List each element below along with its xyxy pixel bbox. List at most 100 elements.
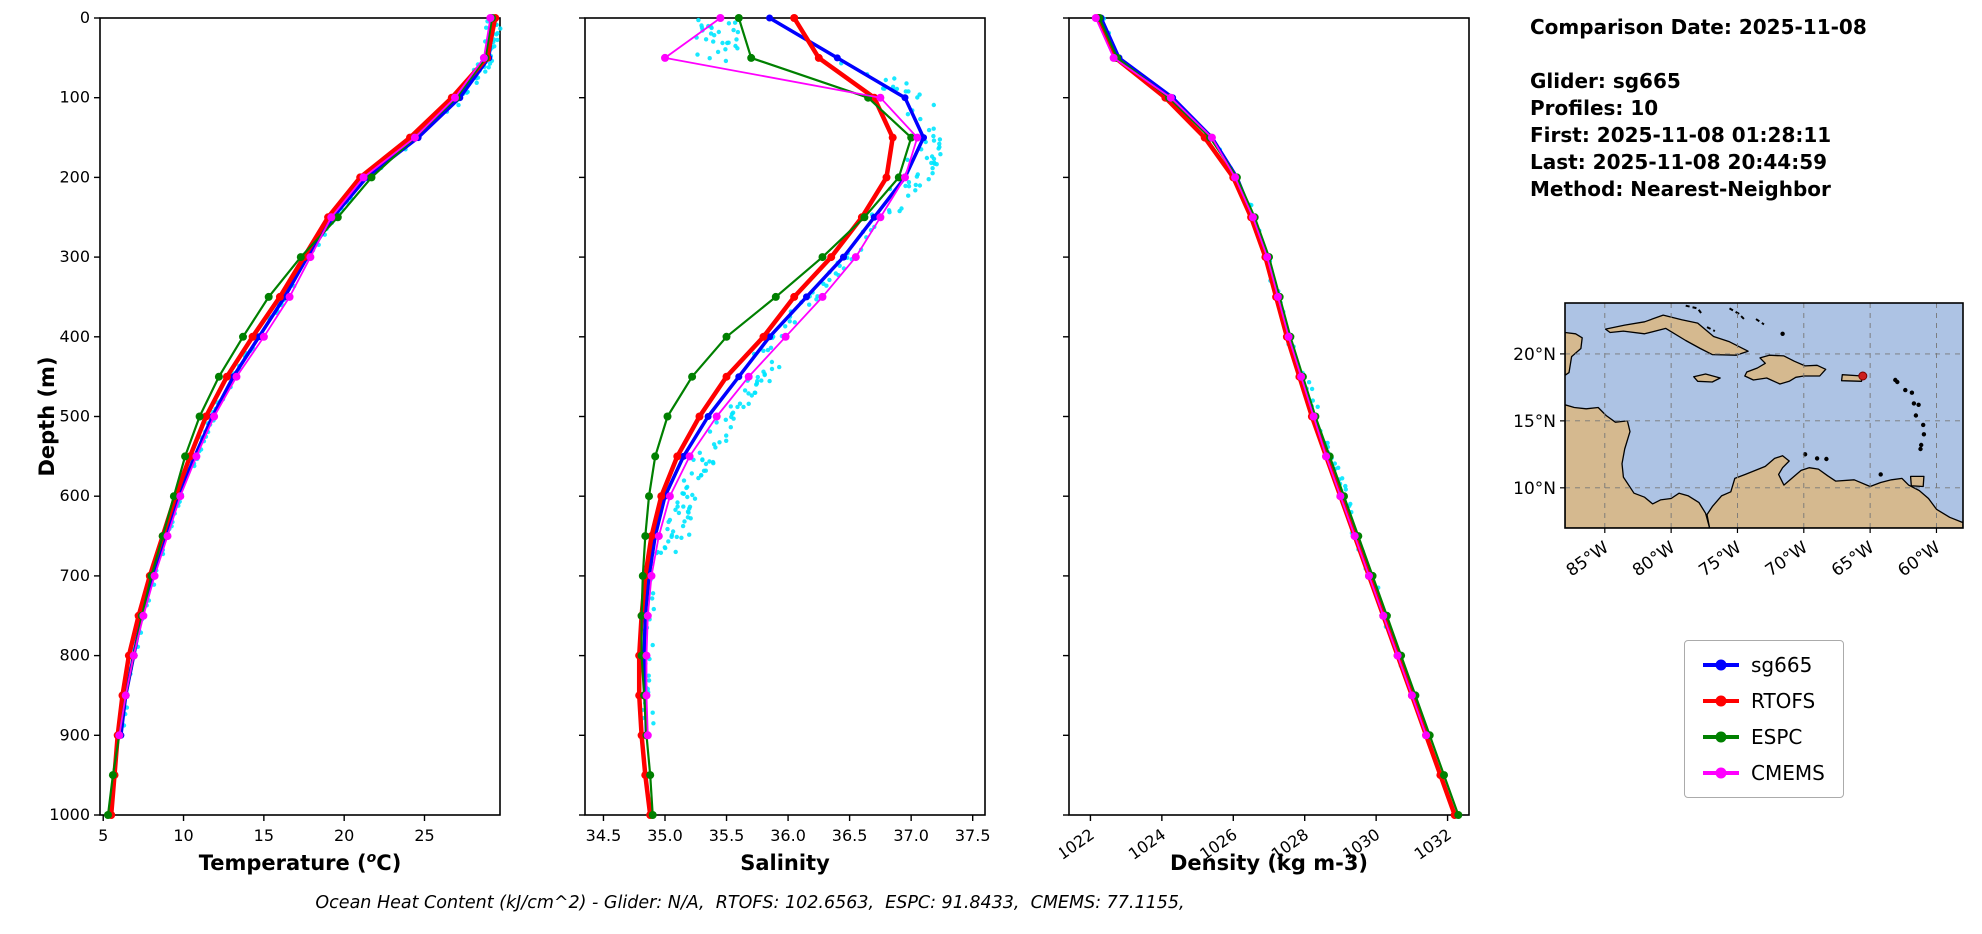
- island-dot: [1916, 402, 1921, 407]
- x-tick-label: 35.0: [647, 826, 683, 845]
- map-lat-label: 15°N: [1513, 412, 1556, 432]
- island-dot: [1911, 401, 1917, 406]
- temperature-profile-plot: 5 10 15 20 25 0 100 200 300 400 500 600 700 800 900 100…: [30, 0, 510, 934]
- island-chain: [1755, 318, 1765, 326]
- y-tick-label: 700: [59, 566, 90, 585]
- glider-position-marker: [1858, 371, 1868, 381]
- island-dot: [1895, 379, 1900, 385]
- y-tick-label: 0: [80, 8, 90, 27]
- comparison-date-text: Comparison Date: 2025-11-08: [1530, 15, 1867, 39]
- legend: sg665 RTOFS ESPC CMEMS: [1684, 640, 1844, 798]
- salinity-profile-plot: 34.5 35.0 35.5 36.0 36.5 37.0 37.5 Salinity: [575, 0, 995, 934]
- island-dot: [1913, 413, 1919, 418]
- y-tick-label: 200: [59, 167, 90, 186]
- legend-item-sg665: sg665: [1703, 653, 1825, 677]
- x-tick-label: 36.0: [770, 826, 806, 845]
- x-tick-label: 37.5: [955, 826, 991, 845]
- last-profile-text: Last: 2025-11-08 20:44:59: [1530, 150, 1828, 174]
- y-tick-label: 900: [59, 725, 90, 744]
- x-tick-label: 15: [254, 826, 274, 845]
- x-axis-label: Density (kg m-3): [1170, 851, 1368, 875]
- x-tick-label: 25: [414, 826, 434, 845]
- island-chain: [1706, 326, 1716, 332]
- plot-frame: [99, 17, 501, 816]
- legend-line-cmems: [1703, 767, 1739, 779]
- island-dot: [1878, 472, 1883, 477]
- island-dot: [1814, 456, 1820, 461]
- y-tick-label: 800: [59, 646, 90, 665]
- map-lon-label: 70°W: [1762, 538, 1812, 581]
- x-tick-label: 1032: [1411, 825, 1455, 864]
- land-polygon: [1604, 314, 1749, 356]
- y-axis-label: Depth (m): [35, 356, 59, 476]
- land-polygon: [1744, 354, 1827, 385]
- x-tick-label: 37.0: [893, 826, 929, 845]
- island-dot: [1919, 442, 1924, 448]
- island-dot: [1824, 456, 1829, 462]
- map-features: [1565, 303, 1963, 528]
- series-CMEMS: [1091, 14, 1431, 740]
- legend-line-espc: [1703, 731, 1739, 743]
- method-text: Method: Nearest-Neighbor: [1530, 177, 1831, 201]
- y-tick-label: 500: [59, 407, 90, 426]
- map-lon-label: 80°W: [1629, 538, 1679, 581]
- x-tick-label: 10: [173, 826, 193, 845]
- legend-item-cmems: CMEMS: [1703, 761, 1825, 785]
- legend-line-sg665: [1703, 659, 1739, 671]
- land-polygon: [1909, 475, 1925, 488]
- legend-label-sg665: sg665: [1751, 653, 1813, 677]
- x-tick-label: 5: [98, 826, 108, 845]
- info-gap: [1530, 41, 1867, 68]
- y-tick-label: 1000: [49, 805, 90, 824]
- island-dot: [1921, 432, 1927, 437]
- map-lon-label: 85°W: [1563, 538, 1613, 581]
- plot-frame: [1068, 17, 1470, 816]
- density-profile-plot: 1022 1024 1026 1028 1030 1032 Density (kg m-3): [1053, 0, 1480, 934]
- island-dot: [1918, 446, 1923, 452]
- info-panel: Comparison Date: 2025-11-08 Glider: sg66…: [1530, 14, 1867, 203]
- y-tick-label: 100: [59, 88, 90, 107]
- map-svg: 20°N 15°N 10°N 85°W 80°W 75°W 70°W 65°W 60°W: [1513, 302, 1964, 581]
- map-lon-label: 75°W: [1695, 538, 1745, 581]
- x-axis-label: Temperature (oC): [199, 850, 402, 875]
- x-tick-label: 34.5: [586, 826, 622, 845]
- location-map: 20°N 15°N 10°N 85°W 80°W 75°W 70°W 65°W 60°W: [1507, 290, 1977, 594]
- land-polygon: [1565, 404, 1711, 528]
- temperature-profile-svg: 5 10 15 20 25 0 100 200 300 400 500 600 700 800 900 100…: [35, 8, 503, 875]
- legend-item-espc: ESPC: [1703, 725, 1825, 749]
- island-dot: [1921, 422, 1926, 428]
- y-tick-label: 300: [59, 247, 90, 266]
- glider-name-text: Glider: sg665: [1530, 69, 1681, 93]
- series-CMEMS: [642, 14, 922, 740]
- x-tick-label: 36.5: [832, 826, 868, 845]
- legend-label-rtofs: RTOFS: [1751, 689, 1816, 713]
- map-frame: [1564, 302, 1964, 529]
- land-polygon: [1693, 373, 1721, 383]
- land-polygon: [1706, 455, 1963, 528]
- x-tick-label: 1022: [1059, 825, 1098, 864]
- profiles-count-text: Profiles: 10: [1530, 96, 1659, 120]
- legend-label-cmems: CMEMS: [1751, 761, 1825, 785]
- island-dot: [1903, 387, 1908, 393]
- salinity-profile-svg: 34.5 35.0 35.5 36.0 36.5 37.0 37.5 Salinity: [579, 14, 991, 875]
- island-chain: [1729, 307, 1745, 320]
- first-profile-text: First: 2025-11-08 01:28:11: [1530, 123, 1832, 147]
- y-tick-label: 600: [59, 486, 90, 505]
- island-dot: [1909, 390, 1915, 395]
- map-lon-label: 65°W: [1828, 538, 1878, 581]
- series-ESPC: [637, 14, 916, 819]
- legend-item-rtofs: RTOFS: [1703, 689, 1825, 713]
- x-tick-label: 35.5: [709, 826, 745, 845]
- island-dot: [1780, 331, 1785, 336]
- y-tick-label: 400: [59, 327, 90, 346]
- legend-label-espc: ESPC: [1751, 725, 1803, 749]
- ohc-caption: Ocean Heat Content (kJ/cm^2) - Glider: N…: [315, 893, 1185, 913]
- x-axis-label: Salinity: [740, 851, 830, 875]
- legend-line-rtofs: [1703, 695, 1739, 707]
- map-lon-label: 60°W: [1894, 538, 1944, 581]
- map-lat-label: 10°N: [1513, 479, 1556, 499]
- x-tick-label: 1024: [1125, 825, 1169, 864]
- map-lat-label: 20°N: [1513, 345, 1556, 365]
